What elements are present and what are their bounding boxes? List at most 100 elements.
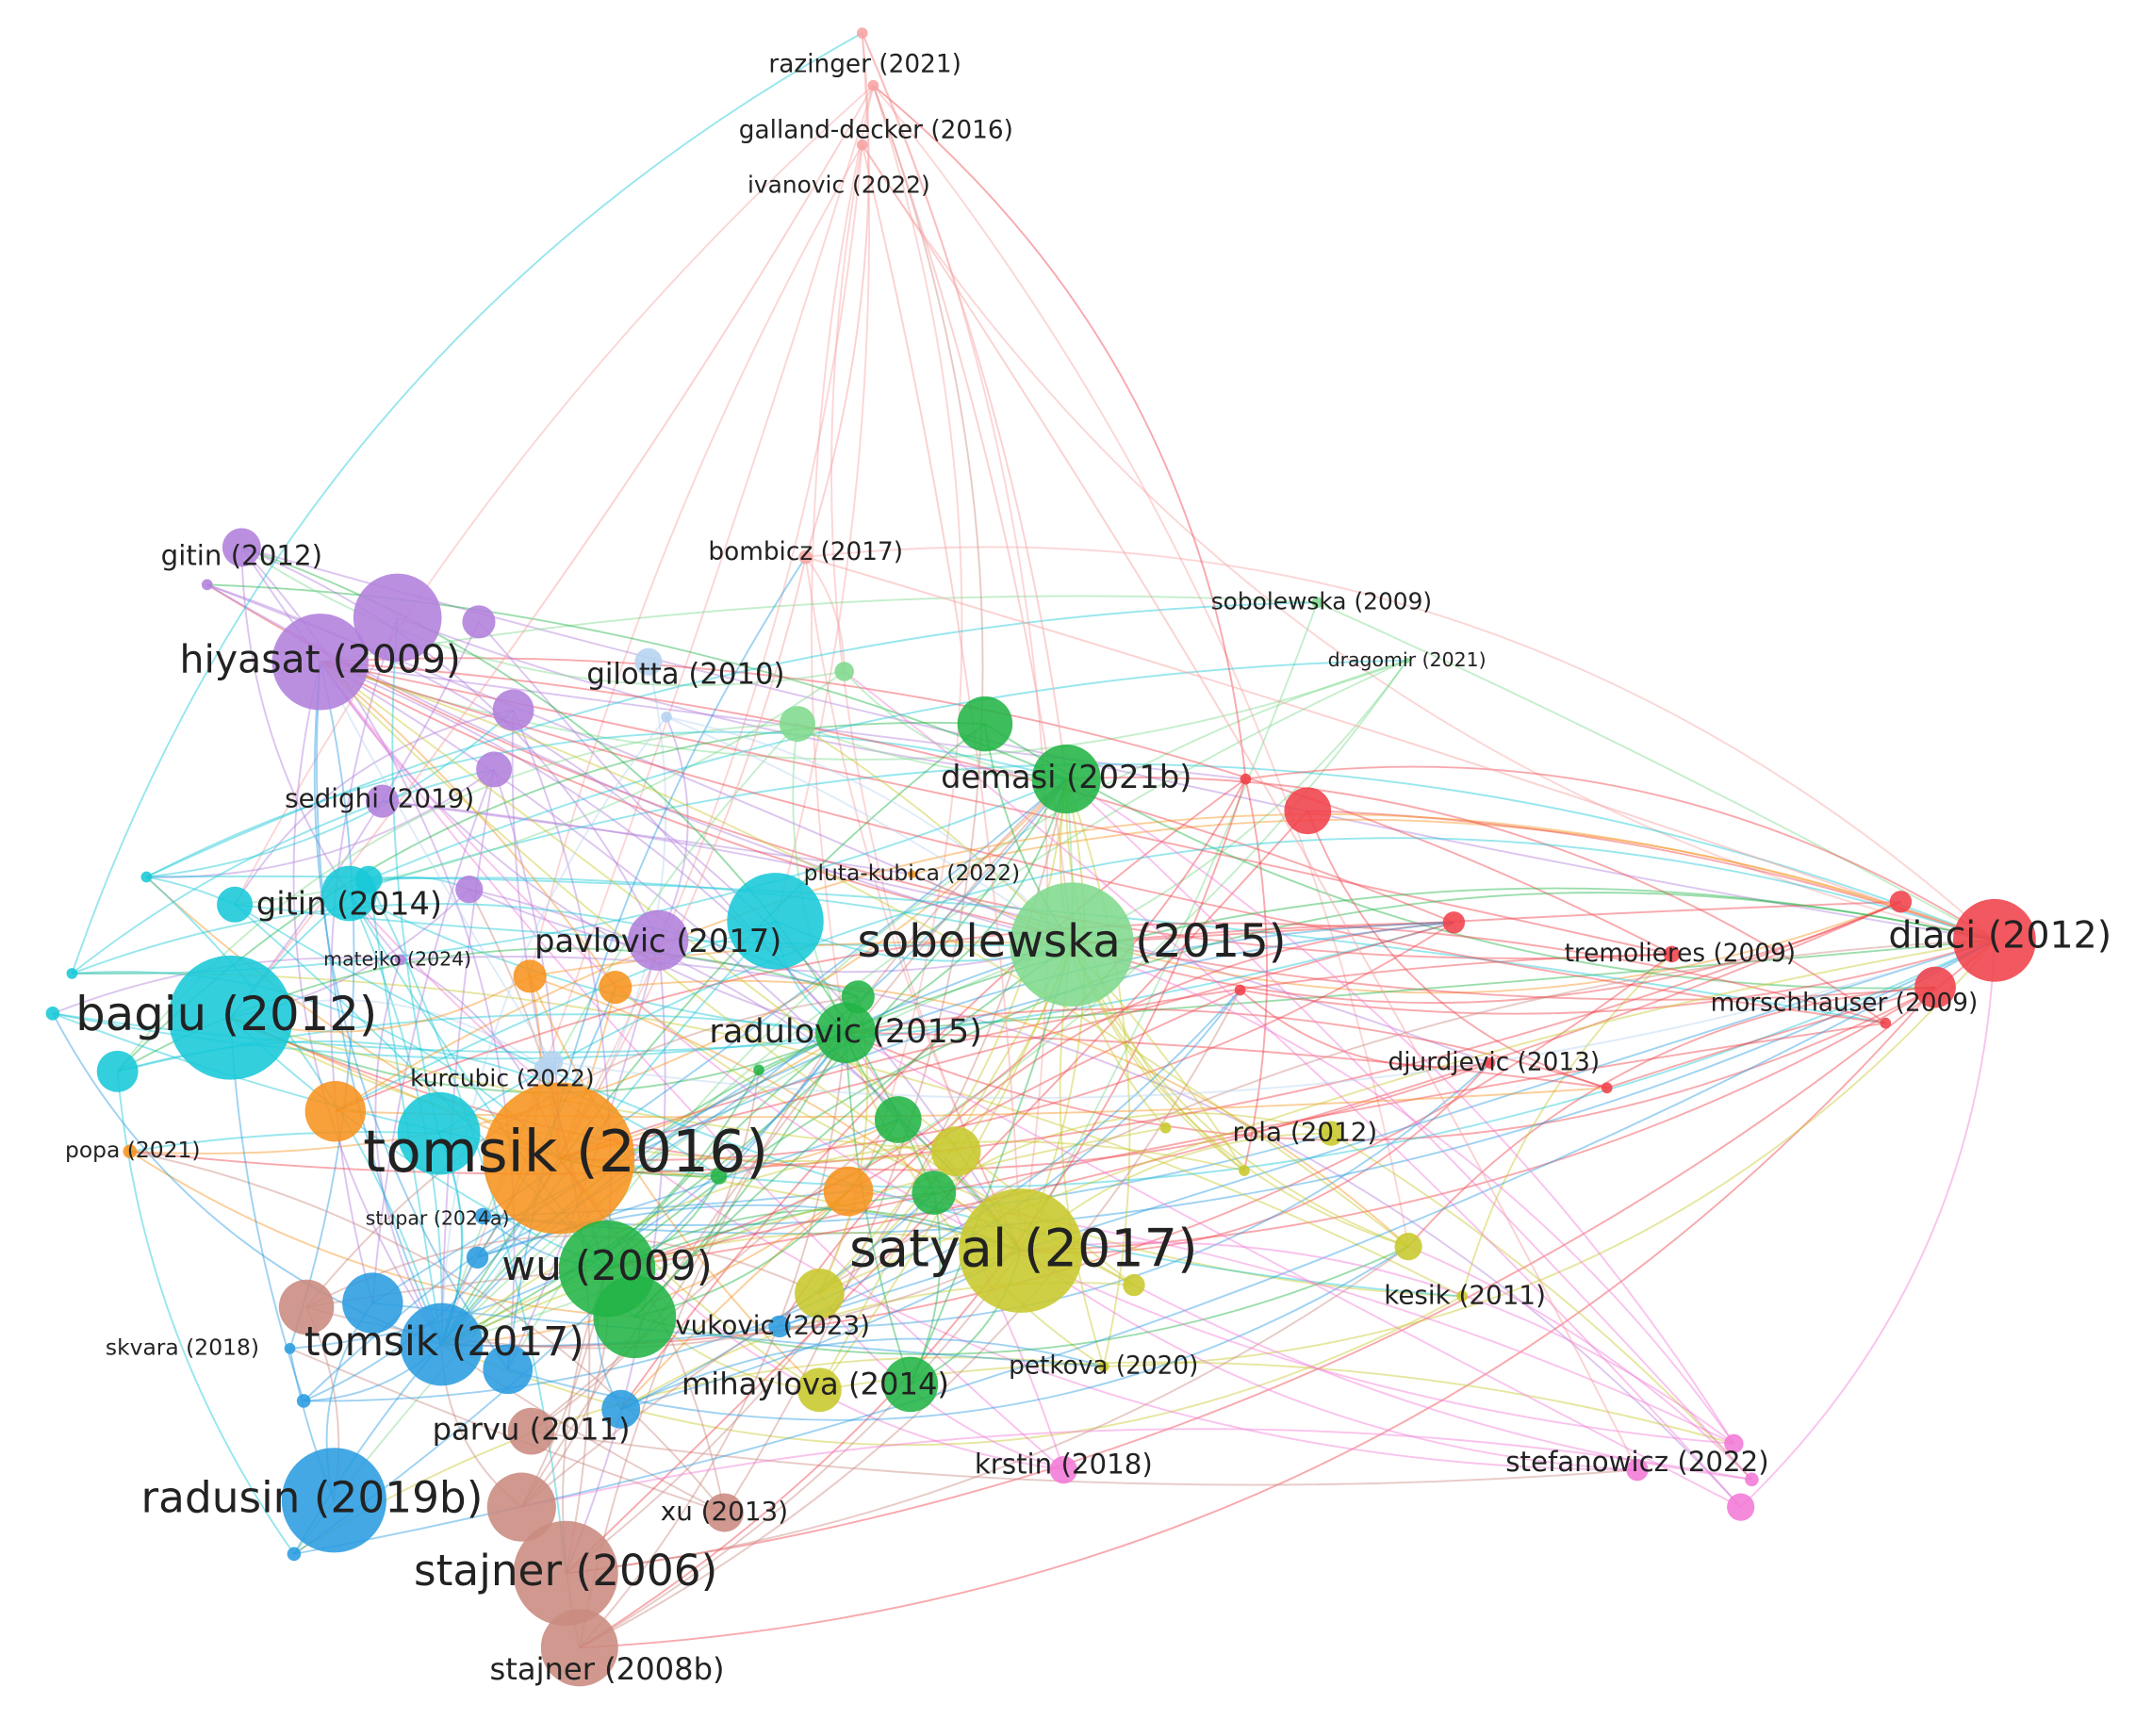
edge [566, 940, 1996, 1575]
edge [558, 144, 863, 1159]
edge [293, 939, 1996, 1555]
edge [234, 903, 1463, 1298]
node [278, 1279, 335, 1335]
edge [520, 939, 1995, 1508]
edge [1065, 778, 1131, 1368]
edge [1071, 943, 1735, 1445]
node [795, 1269, 845, 1318]
edge [558, 921, 1454, 1161]
edge [1020, 1250, 1638, 1471]
edge [335, 920, 776, 1113]
edge [933, 1112, 1332, 1194]
edge [819, 1361, 1734, 1445]
edge [129, 778, 1067, 1155]
edge [146, 768, 495, 878]
edge [441, 778, 1068, 1346]
edge [984, 723, 1936, 990]
node [45, 1007, 60, 1021]
node [1394, 1232, 1422, 1261]
node [1456, 1290, 1469, 1302]
edge [606, 900, 1901, 1269]
node [1727, 1493, 1755, 1521]
node-label: krstin (2018) [975, 1449, 1153, 1481]
edge [240, 546, 660, 942]
node-label: xu (2013) [661, 1496, 788, 1527]
node-label: kurcubic (2022) [410, 1065, 594, 1092]
edge [506, 659, 1407, 1370]
edge [566, 1245, 1409, 1575]
node [271, 614, 369, 711]
edge [441, 1126, 1166, 1346]
node [823, 1166, 874, 1217]
node [123, 1144, 138, 1158]
node [507, 1407, 555, 1455]
edge [146, 709, 515, 878]
edge [1020, 1062, 1491, 1254]
edge [619, 778, 1247, 1410]
node [1010, 882, 1134, 1007]
edge [579, 990, 1241, 1649]
node-label: popa (2021) [65, 1137, 201, 1163]
node-label: dragomir (2021) [1328, 648, 1487, 671]
edge [529, 974, 1022, 1252]
node [753, 1064, 764, 1076]
edge [579, 1032, 847, 1648]
node [366, 784, 400, 818]
edge [845, 1032, 1742, 1508]
node-label: tomsik (2017) [304, 1319, 584, 1366]
edge [579, 1250, 1022, 1649]
edge [861, 144, 1022, 1252]
edge [441, 1232, 1022, 1346]
edge [779, 939, 1996, 1328]
edge [71, 768, 495, 974]
node [798, 549, 813, 565]
node-label: bombicz (2017) [708, 538, 903, 566]
edge [558, 556, 807, 1159]
edge [440, 1343, 725, 1514]
node [1914, 966, 1956, 1008]
node [1663, 945, 1681, 963]
labels: razinger (2021) galland-decker (2016) ivan… [65, 50, 2111, 1687]
edge [531, 1430, 1638, 1486]
edge [440, 716, 667, 1345]
nodes [45, 27, 2036, 1687]
edge [1133, 1284, 1752, 1481]
node [856, 27, 868, 39]
node-label: gitin (2012) [161, 540, 322, 572]
node-label: petkova (2020) [1009, 1351, 1198, 1380]
node [1284, 787, 1332, 835]
edge [1103, 940, 1996, 1368]
edge [845, 1032, 1105, 1368]
edge [861, 144, 1638, 1471]
node [342, 1272, 403, 1334]
edge [633, 1032, 847, 1318]
edge [483, 939, 1996, 1235]
node [284, 1343, 296, 1354]
node [1311, 597, 1323, 609]
edge [520, 778, 1067, 1508]
node [601, 1389, 641, 1429]
edge [234, 84, 875, 906]
node [558, 1220, 656, 1318]
edge [847, 989, 1240, 1192]
edge [779, 921, 1454, 1327]
node [281, 1448, 386, 1553]
node [1745, 1472, 1759, 1487]
edge [206, 583, 1672, 959]
node [797, 1368, 842, 1413]
edge [240, 547, 845, 687]
node [486, 1472, 556, 1542]
edge [606, 1022, 1886, 1269]
node [400, 1302, 484, 1386]
edge [382, 800, 1490, 1064]
node [1953, 898, 2036, 982]
node-label: stupar (2024a) [366, 1206, 510, 1229]
edge [397, 616, 1067, 780]
edge [1071, 943, 1409, 1248]
edge [805, 546, 1996, 942]
node [287, 1547, 302, 1562]
edge [72, 971, 560, 1159]
node [397, 1091, 481, 1175]
node-label: radusin (2019b) [141, 1472, 484, 1522]
node [882, 1356, 939, 1413]
